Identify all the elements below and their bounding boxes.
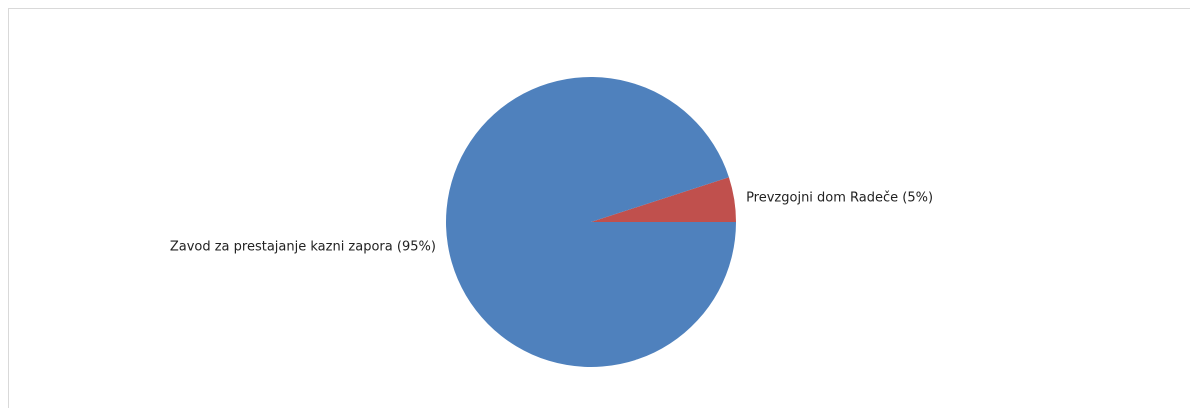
pie-slice — [591, 177, 736, 222]
pie-slice-label: Zavod za prestajanje kazni zapora (95%) — [170, 240, 436, 255]
pie-slice-label: Prevzgojni dom Radeče (5%) — [746, 190, 933, 205]
pie-slices — [446, 77, 736, 368]
pie-slice — [446, 77, 736, 368]
pie-labels: Prevzgojni dom Radeče (5%) Zavod za prest… — [170, 190, 933, 254]
